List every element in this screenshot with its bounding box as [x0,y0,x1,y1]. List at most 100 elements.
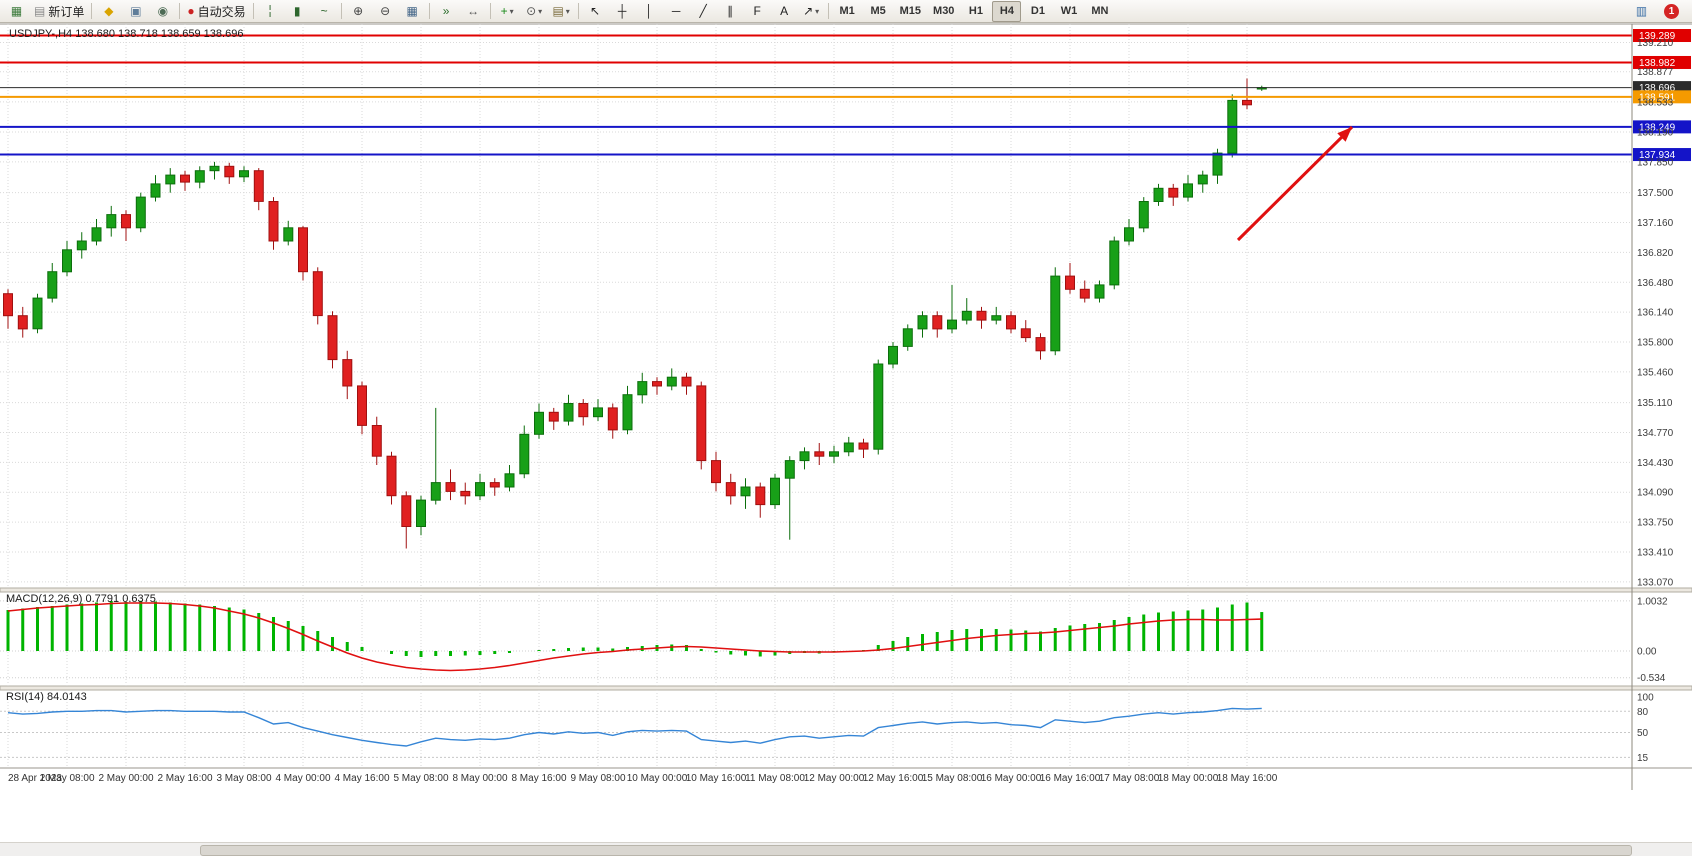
timeframe-h4-button[interactable]: H4 [992,0,1022,22]
rsi-indicator [0,707,1632,758]
channel-button[interactable]: ∥ [718,1,743,22]
horizontal-line-button[interactable]: ─ [664,1,689,22]
bar-chart-icon: ╎ [266,4,274,18]
chevron-down-icon: ▾ [509,6,514,16]
timeframe-h1-button[interactable]: H1 [968,5,983,17]
community-button[interactable]: ◉ [150,1,175,22]
trend-arrow[interactable] [1236,125,1354,242]
panel-separator-macd[interactable] [0,587,1692,593]
rsi-name: RSI(14) [6,691,44,703]
svg-text:8 May 16:00: 8 May 16:00 [511,773,566,784]
auto-scroll-icon: » [442,4,450,18]
panel-separator-rsi[interactable] [0,685,1692,691]
grid [0,24,1632,768]
indicators-button[interactable]: + ▾ [495,1,520,22]
timeframe-m15-button[interactable]: M15 [899,5,922,17]
periods-icon: ⊙ [526,4,537,18]
arrows-button[interactable]: ↗ ▾ [799,1,824,22]
cursor-button[interactable]: ↖ [583,1,608,22]
vertical-line-button[interactable]: │ [637,1,662,22]
crosshair-icon: ┼ [617,4,627,18]
svg-text:136.820: 136.820 [1637,248,1674,259]
zoom-in-button[interactable]: ⊕ [346,1,371,22]
macd-value-main: 0.7791 [85,593,120,605]
svg-text:138.533: 138.533 [1637,97,1674,108]
svg-text:1 May 08:00: 1 May 08:00 [39,773,94,784]
autotrading-button[interactable]: ● 自动交易 [184,1,248,22]
tile-windows-button[interactable]: ▦ [400,1,425,22]
timeframe-w1-button[interactable]: W1 [1060,5,1078,17]
svg-text:4 May 00:00: 4 May 00:00 [275,773,330,784]
svg-text:9 May 08:00: 9 May 08:00 [570,773,625,784]
window-control-button[interactable]: ▥ [1629,1,1654,22]
chevron-down-icon: ▾ [565,6,570,16]
candlestick-chart-icon: ▮ [293,4,301,18]
templates-button[interactable]: ▤ ▾ [549,1,574,22]
chart-shift-button[interactable]: ↔ [461,1,486,22]
zoom-out-button[interactable]: ⊖ [373,1,398,22]
toolbar-right-group: ▥ 1 [1628,1,1689,22]
timeframe-m30-button[interactable]: M30 [933,5,955,17]
svg-text:138.696: 138.696 [1639,83,1676,94]
trendline-icon: ╱ [699,4,707,18]
timeframe-mn-button[interactable]: MN [1091,5,1109,17]
price-axis[interactable]: 139.210 138.877 138.533 138.190 137.850 137.5… [1631,24,1674,790]
timeframe-d1-button[interactable]: D1 [1030,5,1045,17]
svg-text:135.110: 135.110 [1637,398,1673,409]
svg-text:17 May 08:00: 17 May 08:00 [1099,773,1160,784]
blue-support-line-upper[interactable]: 138.249 [0,120,1691,134]
red-resistance-line-lower[interactable]: 138.982 [0,55,1691,69]
new-order-button[interactable]: ▤ 新订单 [31,1,87,22]
svg-text:16 May 00:00: 16 May 00:00 [981,773,1042,784]
svg-text:10 May 00:00: 10 May 00:00 [627,773,688,784]
svg-text:15: 15 [1637,753,1649,764]
tile-windows-icon: ▦ [406,4,418,18]
timeframe-m5-button[interactable]: M5 [870,5,886,17]
red-resistance-line-upper[interactable]: 139.289 [0,29,1691,43]
svg-text:2 May 00:00: 2 May 00:00 [98,773,153,784]
orange-level-line[interactable]: 138.591 [0,90,1691,104]
mql-editor-button[interactable]: ◆ [96,1,121,22]
print-button[interactable]: ▣ [123,1,148,22]
svg-text:139.289: 139.289 [1639,31,1676,42]
svg-text:12 May 16:00: 12 May 16:00 [863,773,924,784]
scrollbar-thumb[interactable] [200,845,1632,856]
svg-text:139.210: 139.210 [1637,38,1674,49]
svg-text:12 May 00:00: 12 May 00:00 [804,773,865,784]
macd-label: MACD(12,26,9) 0.7791 0.6375 [6,593,156,605]
chart-shift-icon: ↔ [467,4,480,18]
toolbar-separator [340,3,342,19]
mql-editor-icon: ◆ [104,4,114,18]
svg-text:5 May 08:00: 5 May 08:00 [393,773,448,784]
svg-text:10 May 16:00: 10 May 16:00 [686,773,747,784]
toolbar-separator [577,3,579,19]
svg-text:50: 50 [1637,728,1649,739]
horizontal-scrollbar[interactable] [0,842,1692,856]
svg-text:136.480: 136.480 [1637,278,1674,289]
line-chart-button[interactable]: ~ [312,1,337,22]
blue-support-line-lower[interactable]: 137.934 [0,148,1691,162]
toolbar-separator [91,3,93,19]
auto-scroll-button[interactable]: » [434,1,459,22]
svg-text:135.800: 135.800 [1637,338,1674,349]
crosshair-button[interactable]: ┼ [610,1,635,22]
print-icon: ▣ [130,4,142,18]
candles-series [3,78,1267,549]
svg-text:138.190: 138.190 [1637,128,1674,139]
timeframe-m1-button[interactable]: M1 [839,5,855,17]
candlestick-chart-button[interactable]: ▮ [285,1,310,22]
macd-indicator [0,600,1632,679]
current-price-line[interactable]: 138.696 [0,81,1691,95]
trendline-button[interactable]: ╱ [691,1,716,22]
periods-button[interactable]: ⊙ ▾ [522,1,547,22]
fibonacci-button[interactable]: F [745,1,770,22]
bar-chart-button[interactable]: ╎ [258,1,283,22]
chevron-down-icon: ▾ [815,6,820,16]
notification-badge[interactable]: 1 [1659,1,1684,22]
new-chart-button[interactable]: ▦ [4,1,29,22]
text-button[interactable]: A [772,1,797,22]
zoom-in-icon: ⊕ [353,4,364,18]
svg-text:0.00: 0.00 [1637,647,1657,658]
